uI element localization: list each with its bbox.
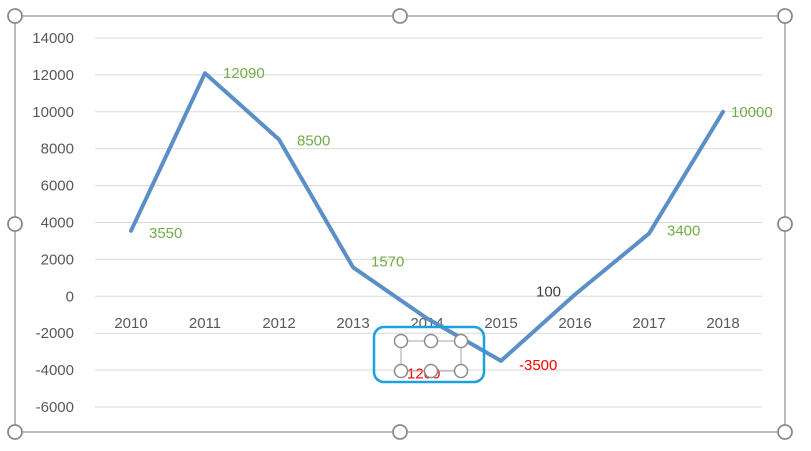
y-tick-label: 12000 [32, 67, 74, 84]
chart-resize-handle[interactable] [777, 424, 793, 440]
x-tick-label: 2013 [336, 315, 369, 332]
y-tick-label: 4000 [41, 215, 74, 232]
label-resize-handle[interactable] [393, 333, 409, 349]
chart-resize-handle[interactable] [7, 8, 23, 24]
label-resize-handle[interactable] [423, 333, 439, 349]
data-label[interactable]: 3550 [149, 225, 182, 242]
y-tick-label: 10000 [32, 104, 74, 121]
data-label[interactable]: 12090 [223, 65, 265, 82]
annotation-label[interactable]: -3500 [519, 357, 557, 374]
label-resize-handle[interactable] [453, 363, 469, 379]
data-label[interactable]: 3400 [667, 223, 700, 240]
x-tick-label: 2017 [632, 315, 665, 332]
series-line[interactable] [129, 71, 725, 363]
data-label[interactable]: 8500 [297, 132, 330, 149]
x-tick-label: 2015 [484, 315, 517, 332]
y-tick-label: 8000 [41, 141, 74, 158]
chart-resize-handle[interactable] [777, 216, 793, 232]
y-tick-label: 0 [66, 288, 74, 305]
x-tick-label: 2011 [189, 315, 221, 332]
x-tick-label: 2018 [706, 315, 739, 332]
chart-resize-handle[interactable] [7, 216, 23, 232]
selection-highlight [372, 325, 486, 384]
chart-resize-handle[interactable] [777, 8, 793, 24]
y-tick-label: 2000 [41, 251, 74, 268]
data-label[interactable]: 100 [536, 283, 561, 300]
y-tick-label: 14000 [32, 30, 74, 47]
y-tick-label: -4000 [36, 362, 74, 379]
label-resize-handle[interactable] [423, 363, 439, 379]
y-tick-label: -6000 [36, 399, 74, 416]
x-tick-label: 2010 [114, 315, 147, 332]
label-resize-handle[interactable] [393, 363, 409, 379]
x-tick-label: 2016 [558, 315, 591, 332]
data-label[interactable]: 10000 [731, 104, 773, 121]
chart-resize-handle[interactable] [392, 8, 408, 24]
label-resize-handle[interactable] [453, 333, 469, 349]
y-tick-label: -2000 [36, 325, 74, 342]
data-label[interactable]: 1570 [371, 253, 404, 270]
chart-resize-handle[interactable] [7, 424, 23, 440]
x-tick-label: 2012 [262, 315, 295, 332]
chart-resize-handle[interactable] [392, 424, 408, 440]
y-tick-label: 6000 [41, 178, 74, 195]
